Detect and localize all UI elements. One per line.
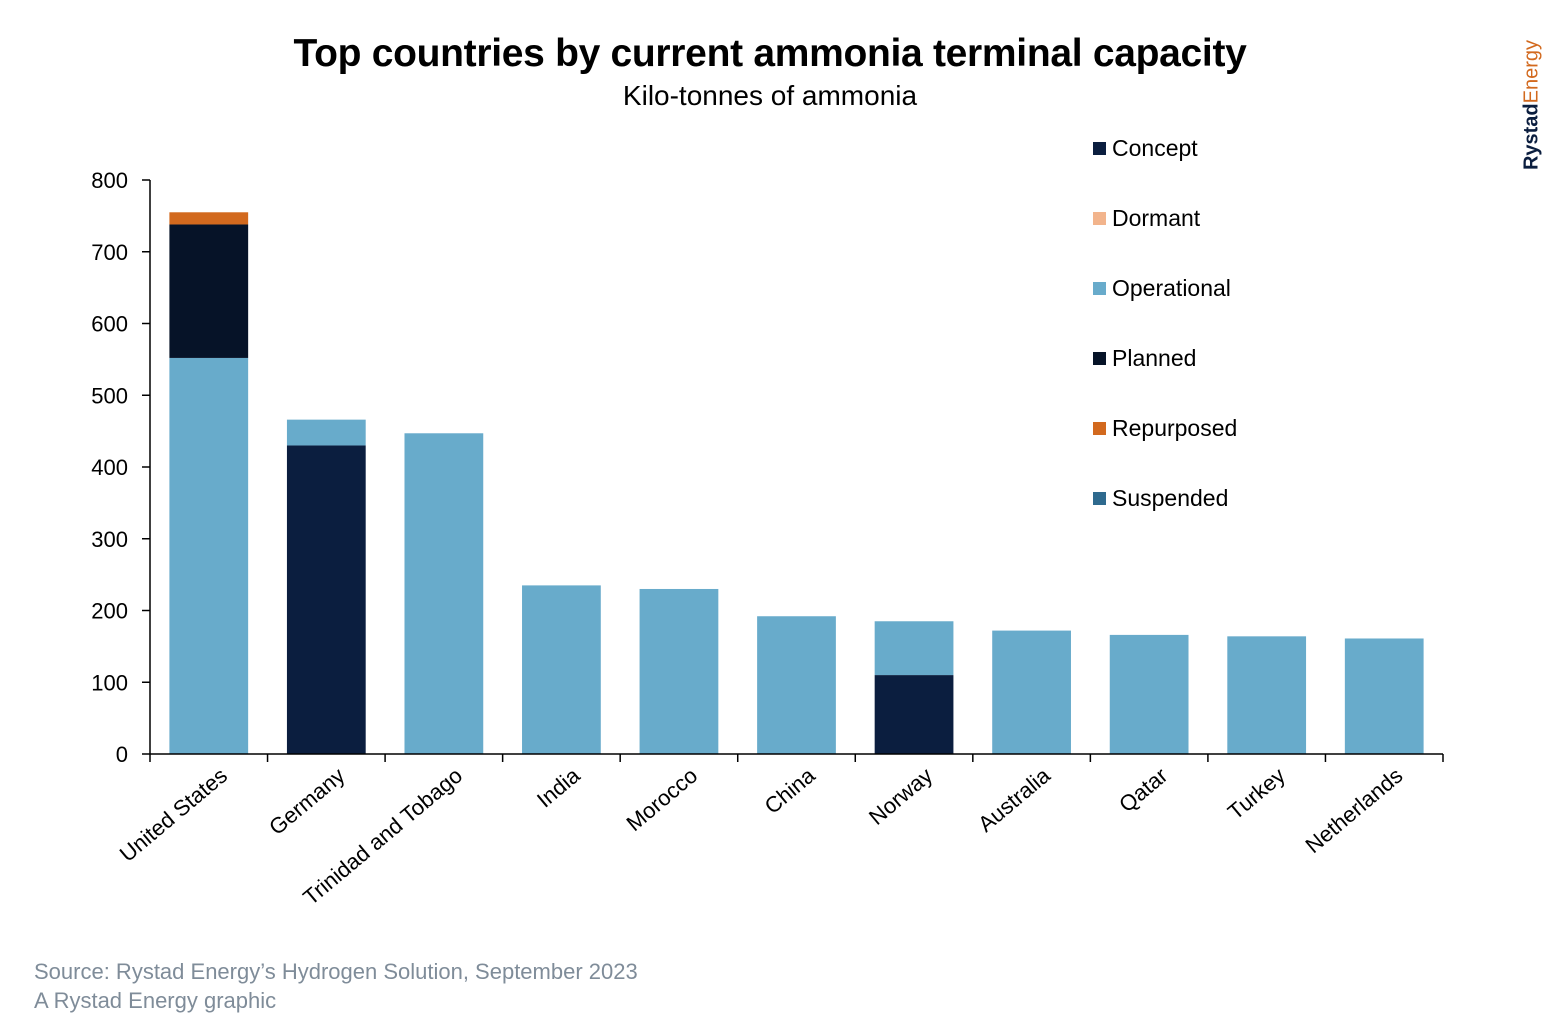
- y-tick-label: 100: [91, 670, 128, 695]
- legend-swatch-repurposed: [1093, 422, 1106, 435]
- x-tick-label: India: [532, 762, 585, 812]
- chart-title: Top countries by current ammonia termina…: [293, 32, 1247, 75]
- bar-operational-qatar: [1109, 634, 1189, 754]
- y-tick-label: 300: [91, 527, 128, 552]
- legend-label-suspended: Suspended: [1112, 485, 1228, 511]
- bar-operational-germany: [286, 419, 366, 446]
- bar-operational-united-states: [169, 357, 249, 754]
- source-note: Source: Rystad Energy’s Hydrogen Solutio…: [34, 957, 638, 1015]
- legend-label-operational: Operational: [1112, 275, 1231, 301]
- bar-operational-netherlands: [1344, 638, 1424, 754]
- x-tick-label: Qatar: [1114, 763, 1172, 818]
- legend-swatch-concept: [1093, 142, 1106, 155]
- y-tick-label: 800: [91, 168, 128, 193]
- x-tick-label: China: [760, 762, 821, 819]
- x-tick-label: Turkey: [1223, 763, 1290, 825]
- y-tick-label: 500: [91, 383, 128, 408]
- bar-operational-trinidad-and-tobago: [404, 433, 484, 754]
- y-tick-label: 700: [91, 240, 128, 265]
- legend-label-planned: Planned: [1112, 345, 1196, 371]
- y-tick-label: 200: [91, 599, 128, 624]
- y-tick-label: 400: [91, 455, 128, 480]
- x-tick-label: Germany: [264, 763, 349, 840]
- stacked-bar-chart: 0 100 200 300 400 500 600 700 800 United States Ge…: [91, 135, 1444, 910]
- bar-concept-norway: [874, 675, 954, 754]
- bar-operational-australia: [992, 630, 1071, 754]
- y-tick-label: 600: [91, 312, 128, 337]
- credit-line: A Rystad Energy graphic: [34, 988, 277, 1013]
- source-line: Source: Rystad Energy’s Hydrogen Solutio…: [34, 959, 638, 984]
- x-tick-label: United States: [115, 763, 232, 867]
- legend-swatch-dormant: [1093, 212, 1106, 225]
- legend-swatch-planned: [1093, 352, 1106, 365]
- legend-swatch-suspended: [1093, 492, 1106, 505]
- bar-repurposed-united-states: [169, 212, 249, 225]
- bar-operational-china: [757, 616, 836, 754]
- bar-concept-germany: [286, 445, 366, 754]
- x-tick-label: Norway: [864, 763, 937, 830]
- y-tick-label: 0: [116, 742, 128, 767]
- x-tick-label: Australia: [973, 762, 1055, 837]
- legend-label-repurposed: Repurposed: [1112, 415, 1237, 441]
- bar-operational-india: [522, 585, 601, 754]
- chart-subtitle: Kilo-tonnes of ammonia: [622, 80, 918, 111]
- x-tick-label: Netherlands: [1300, 763, 1407, 858]
- legend-swatch-operational: [1093, 282, 1106, 295]
- bar-operational-norway: [874, 621, 954, 676]
- bar-operational-turkey: [1227, 636, 1307, 754]
- legend-label-concept: Concept: [1112, 135, 1198, 161]
- legend-label-dormant: Dormant: [1112, 205, 1201, 231]
- bar-planned-united-states: [169, 224, 249, 358]
- x-tick-label: Morocco: [621, 763, 702, 836]
- bar-operational-morocco: [639, 588, 719, 754]
